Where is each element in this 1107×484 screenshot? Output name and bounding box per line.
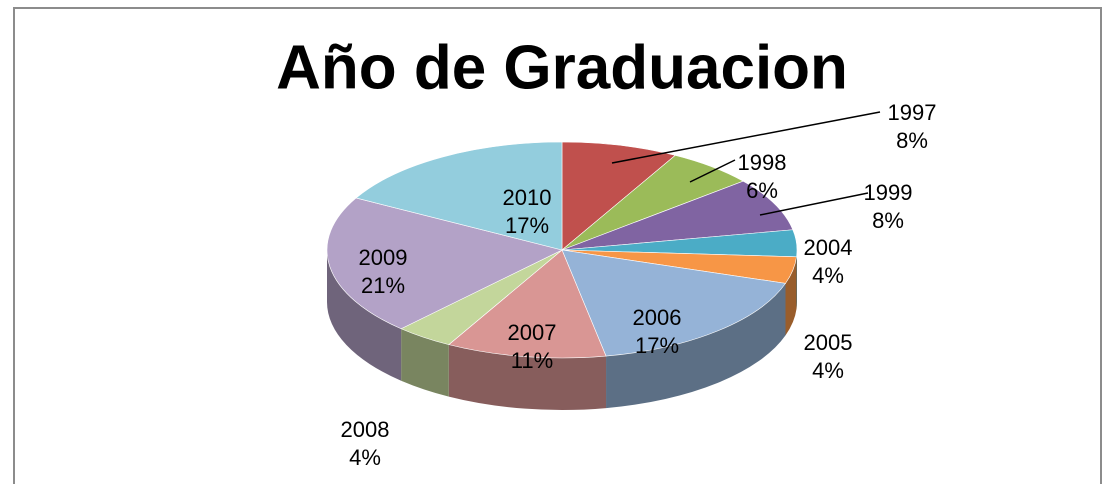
data-label-value: 11% bbox=[511, 348, 553, 373]
data-label: 2008 4% bbox=[341, 417, 390, 470]
data-label-category: 1997 bbox=[888, 100, 937, 125]
data-label-value: 17% bbox=[505, 213, 549, 238]
pie-slice bbox=[561, 141, 676, 251]
data-label-category: 2004 bbox=[804, 235, 853, 260]
pie-slice bbox=[326, 197, 563, 330]
pie-slice bbox=[355, 141, 563, 251]
data-label: 2005 4% bbox=[804, 330, 853, 383]
data-label-category: 2010 bbox=[503, 185, 552, 210]
data-label-value: 4% bbox=[349, 445, 381, 470]
data-label: 1999 8% bbox=[864, 180, 913, 233]
data-label-category: 1999 bbox=[864, 180, 913, 205]
pie-slice-side bbox=[448, 344, 607, 411]
data-label-category: 2005 bbox=[804, 330, 853, 355]
leader-line bbox=[759, 192, 869, 216]
data-label-category: 2008 bbox=[341, 417, 390, 442]
data-label: 2010 17% bbox=[503, 185, 552, 238]
data-label-value: 21% bbox=[361, 273, 405, 298]
data-label: 1998 6% bbox=[738, 150, 787, 203]
chart-title: Año de Graduacion bbox=[276, 33, 848, 102]
data-label: 2009 21% bbox=[359, 245, 408, 298]
data-label-value: 4% bbox=[812, 358, 844, 383]
data-label-category: 2006 bbox=[633, 305, 682, 330]
data-label: 1997 8% bbox=[888, 100, 937, 153]
data-label-value: 6% bbox=[746, 178, 778, 203]
data-label: 2007 11% bbox=[508, 320, 557, 373]
data-label-value: 8% bbox=[896, 128, 928, 153]
data-label-category: 2009 bbox=[359, 245, 408, 270]
data-label-value: 4% bbox=[812, 263, 844, 288]
pie-slice-side bbox=[327, 250, 402, 381]
pie-slice bbox=[448, 249, 607, 359]
data-label-value: 17% bbox=[635, 333, 679, 358]
data-label-category: 2007 bbox=[508, 320, 557, 345]
data-label: 2004 4% bbox=[804, 235, 853, 288]
pie-slice-side bbox=[606, 283, 786, 409]
pie-slice bbox=[561, 180, 794, 251]
data-label-value: 8% bbox=[872, 208, 904, 233]
pie-slice-side bbox=[401, 328, 449, 397]
leader-line bbox=[611, 111, 881, 164]
data-label: 2006 17% bbox=[633, 305, 682, 358]
data-label-category: 1998 bbox=[738, 150, 787, 175]
pie-slice-side bbox=[785, 256, 797, 336]
leader-line bbox=[689, 159, 736, 183]
pie-slice bbox=[561, 249, 787, 357]
